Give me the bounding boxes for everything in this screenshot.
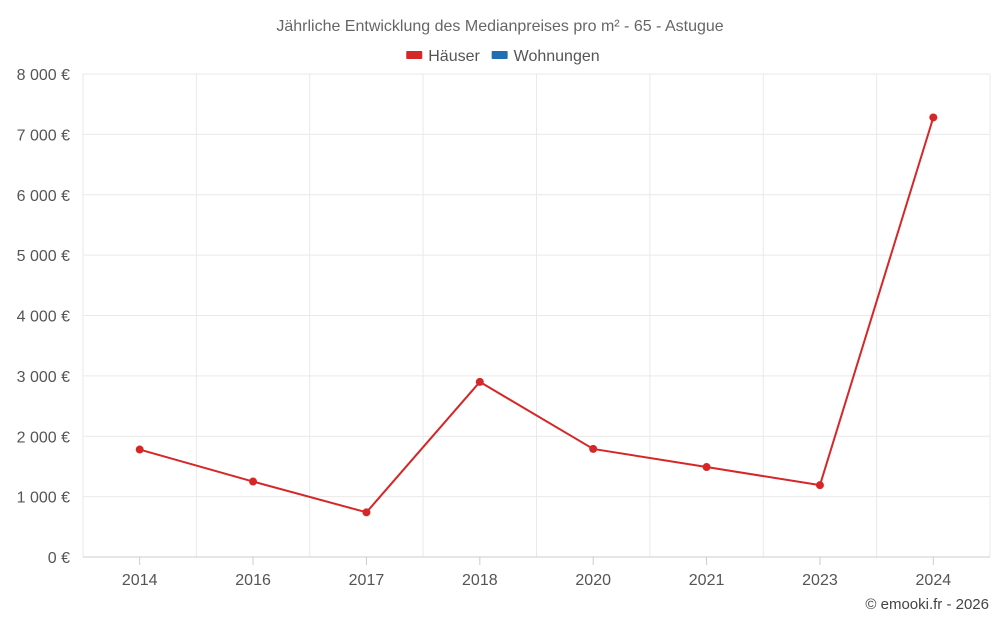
y-axis: 0 € 1 000 € 2 000 € 3 000 € 4 000 € 5 000 € 6 …: [17, 67, 70, 567]
y-tick-label: 5 000 €: [17, 248, 70, 265]
data-point: [929, 113, 938, 122]
data-point: [475, 377, 484, 386]
data-point: [249, 477, 258, 486]
data-point: [702, 463, 711, 472]
x-tick-label: 2024: [916, 572, 952, 589]
grid: [82, 73, 991, 565]
x-tick-label: 2017: [349, 572, 385, 589]
y-tick-label: 2 000 €: [17, 429, 70, 446]
series-layer: [135, 113, 938, 517]
credit-text: © emooki.fr - 2026: [865, 596, 989, 613]
x-tick-label: 2021: [689, 572, 725, 589]
legend-label: Häuser: [428, 48, 480, 65]
x-tick-label: 2018: [462, 572, 498, 589]
y-tick-label: 6 000 €: [17, 188, 70, 205]
y-tick-label: 3 000 €: [17, 369, 70, 386]
x-tick-label: 2016: [235, 572, 271, 589]
y-tick-label: 0 €: [48, 550, 70, 567]
series-line-0: [139, 117, 935, 514]
data-point: [135, 445, 144, 454]
chart-title: Jährliche Entwicklung des Medianpreises …: [276, 18, 723, 35]
x-tick-label: 2014: [122, 572, 158, 589]
y-tick-label: 7 000 €: [17, 127, 70, 144]
legend-item: Wohnungen: [491, 48, 600, 65]
x-tick-label: 2020: [575, 572, 611, 589]
y-tick-label: 4 000 €: [17, 309, 70, 326]
y-tick-label: 8 000 €: [17, 67, 70, 84]
legend-label: Wohnungen: [514, 48, 600, 65]
legend: Häuser Wohnungen: [406, 48, 600, 65]
data-point: [362, 508, 371, 517]
x-axis: 2014 2016 2017 2018 2020 2021 2023 2024: [122, 572, 951, 589]
legend-swatch: [406, 51, 423, 59]
legend-item: Häuser: [406, 48, 481, 65]
legend-swatch: [491, 51, 508, 59]
y-tick-label: 1 000 €: [17, 490, 70, 507]
data-point: [589, 444, 598, 453]
x-tick-label: 2023: [802, 572, 838, 589]
data-point: [815, 481, 824, 490]
